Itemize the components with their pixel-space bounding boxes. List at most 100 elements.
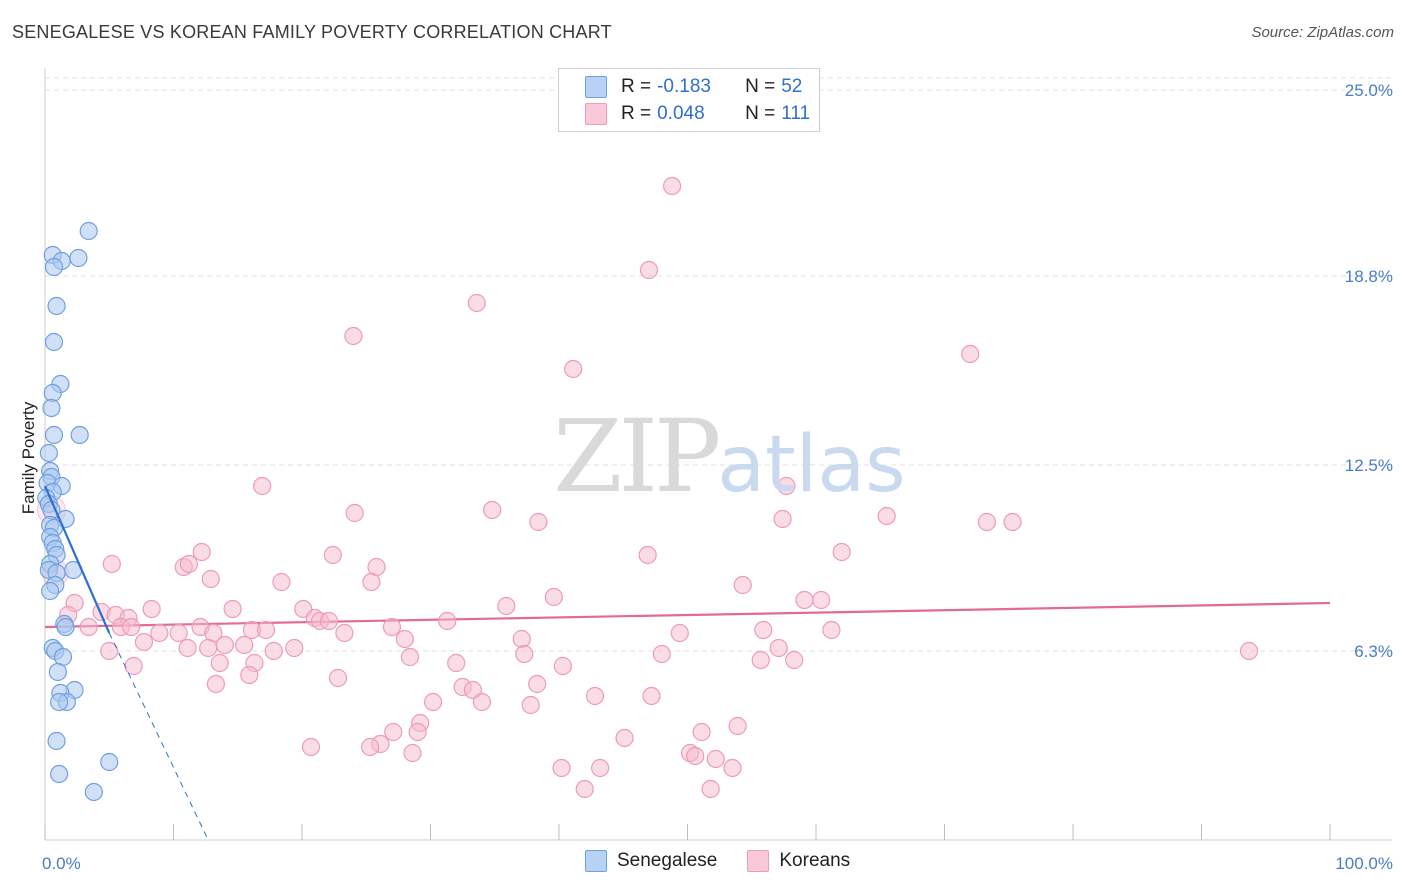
koreans-point: [521, 695, 540, 715]
koreans-point: [438, 611, 457, 631]
koreans-point: [210, 653, 229, 673]
koreans-point: [323, 545, 342, 565]
senegalese-point: [48, 662, 67, 682]
koreans-point: [199, 638, 218, 658]
koreans-point: [723, 758, 742, 778]
koreans-point: [638, 545, 657, 565]
senegalese-point: [56, 617, 75, 637]
senegalese-swatch: [585, 850, 607, 872]
koreans-point: [403, 743, 422, 763]
x-tick-label: 0.0%: [42, 854, 81, 873]
koreans-point: [100, 641, 119, 661]
correlation-legend: R = -0.183 N = 52 R = 0.048 N = 111: [558, 68, 820, 132]
koreans-legend-label: Koreans: [779, 850, 851, 871]
legend-row-koreans: R = 0.048 N = 111: [585, 101, 810, 127]
koreans-point: [256, 620, 276, 640]
koreans-point: [264, 641, 283, 661]
r-value: 0.048: [657, 103, 705, 124]
chart-title: SENEGALESE VS KOREAN FAMILY POVERTY CORR…: [12, 22, 612, 42]
koreans-point: [121, 617, 141, 637]
koreans-point: [382, 617, 402, 637]
senegalese-point: [100, 752, 119, 772]
koreans-point: [585, 686, 605, 706]
senegalese-point: [50, 764, 69, 784]
koreans-point: [701, 779, 720, 799]
n-value: 52: [781, 76, 803, 97]
y-tick-label: 25.0%: [1345, 81, 1393, 100]
senegalese-points: [37, 221, 119, 802]
koreans-point: [728, 716, 747, 736]
senegalese-trend-line: [43, 485, 111, 634]
gridlines: [45, 77, 1392, 652]
koreans-point: [79, 617, 98, 637]
koreans-point: [706, 749, 725, 769]
y-axis-label: Family Poverty: [19, 401, 38, 514]
koreans-point: [223, 599, 242, 619]
koreans-point: [192, 542, 211, 562]
koreans-point: [150, 623, 169, 643]
koreans-point: [1239, 641, 1259, 661]
koreans-point: [686, 746, 705, 766]
koreans-point: [529, 512, 548, 532]
koreans-point: [328, 668, 348, 688]
koreans-point: [773, 509, 792, 529]
koreans-point: [642, 686, 661, 706]
koreans-point: [785, 650, 804, 670]
koreans-point: [812, 590, 831, 610]
koreans-point: [134, 632, 154, 652]
y-tick-label: 18.8%: [1345, 267, 1393, 286]
koreans-point: [179, 554, 199, 574]
koreans-point: [178, 638, 197, 658]
koreans-point: [777, 476, 796, 496]
koreans-point: [512, 629, 531, 649]
koreans-point: [1003, 512, 1022, 532]
koreans-point: [670, 623, 689, 643]
koreans-point: [639, 260, 659, 280]
koreans-point: [344, 326, 363, 346]
koreans-point: [472, 692, 491, 712]
legend-item-senegalese: Senegalese: [585, 850, 717, 872]
legend-item-koreans: Koreans: [747, 850, 850, 872]
koreans-point: [615, 728, 634, 748]
legend-row-senegalese: R = -0.183 N = 52: [585, 74, 802, 100]
n-label: N =: [745, 76, 776, 97]
koreans-point: [544, 587, 563, 607]
koreans-point: [652, 644, 671, 664]
koreans-point: [692, 722, 711, 742]
koreans-point: [733, 575, 752, 595]
koreans-point: [769, 638, 788, 658]
koreans-swatch: [747, 850, 770, 872]
koreans-point: [961, 344, 980, 364]
koreans-trend-layer: [44, 601, 1331, 629]
koreans-point: [253, 476, 272, 496]
koreans-point: [528, 674, 547, 694]
koreans-point: [795, 590, 814, 610]
koreans-point: [169, 623, 188, 643]
n-value: 111: [781, 103, 811, 124]
senegalese-point: [50, 692, 69, 712]
x-tick-label: 100.0%: [1335, 854, 1393, 873]
r-label: R =: [621, 76, 652, 97]
tick-labels: 6.3% 12.5% 18.8% 25.0% 0.0% 100.0%: [42, 81, 1393, 873]
koreans-swatch: [585, 103, 607, 125]
koreans-point: [240, 665, 259, 685]
koreans-point: [319, 611, 339, 631]
n-label: N =: [745, 103, 776, 124]
koreans-point: [301, 737, 321, 757]
koreans-point: [362, 572, 381, 592]
koreans-point: [564, 359, 583, 379]
koreans-point: [447, 653, 466, 673]
koreans-point: [285, 638, 304, 658]
koreans-point: [515, 644, 534, 664]
koreans-point: [662, 176, 682, 196]
koreans-point: [497, 596, 516, 616]
koreans-point: [754, 620, 773, 640]
senegalese-point: [44, 332, 64, 352]
senegalese-point: [43, 383, 62, 403]
koreans-point: [400, 647, 420, 667]
koreans-point: [877, 506, 896, 526]
r-value: -0.183: [657, 76, 711, 97]
koreans-point: [335, 623, 354, 643]
koreans-point: [201, 569, 220, 589]
